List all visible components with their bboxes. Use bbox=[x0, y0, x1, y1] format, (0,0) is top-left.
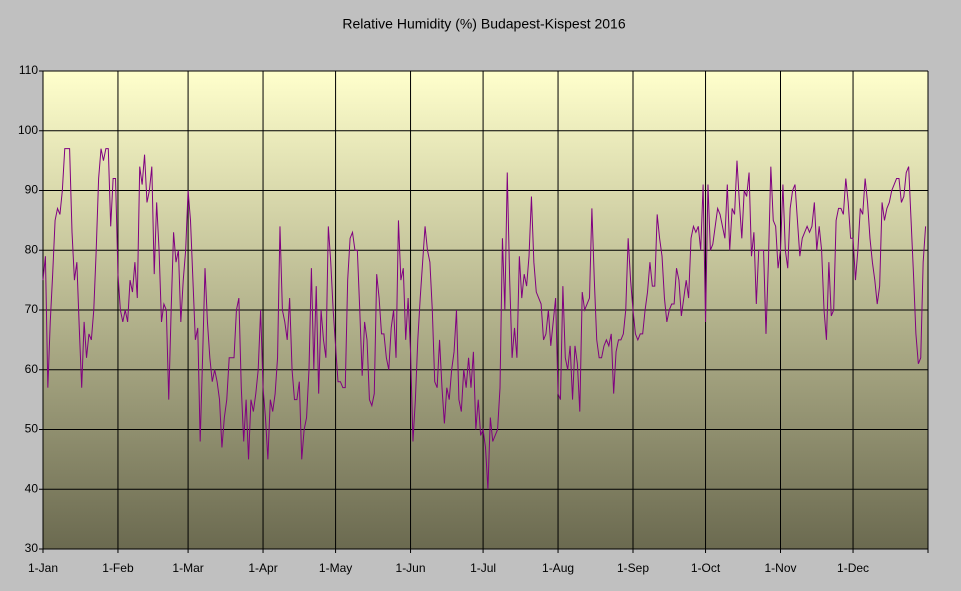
y-tick-label: 30 bbox=[25, 541, 39, 555]
x-tick-label: 1-May bbox=[319, 561, 352, 575]
y-tick-label: 110 bbox=[19, 63, 38, 77]
chart-title: Relative Humidity (%) Budapest-Kispest 2… bbox=[342, 16, 625, 32]
y-tick-label: 90 bbox=[25, 183, 39, 197]
y-tick-label: 70 bbox=[25, 302, 39, 316]
x-tick-label: 1-Apr bbox=[248, 561, 277, 575]
x-tick-label: 1-Jan bbox=[28, 561, 58, 575]
x-tick-label: 1-Nov bbox=[764, 561, 796, 575]
x-tick-label: 1-Mar bbox=[172, 561, 203, 575]
y-tick-label: 60 bbox=[25, 362, 39, 376]
x-tick-label: 1-Feb bbox=[102, 561, 134, 575]
x-tick-label: 1-Sep bbox=[617, 561, 649, 575]
data-line bbox=[42, 148, 927, 490]
x-tick-label: 1-Jul bbox=[470, 561, 496, 575]
y-tick-label: 50 bbox=[25, 422, 39, 436]
x-tick-label: 1-Aug bbox=[542, 561, 574, 575]
x-tick-label: 1-Dec bbox=[837, 561, 869, 575]
x-tick-label: 1-Jun bbox=[396, 561, 426, 575]
y-tick-label: 100 bbox=[18, 123, 38, 137]
y-tick-label: 40 bbox=[25, 481, 39, 495]
y-tick-label: 80 bbox=[25, 242, 39, 256]
x-tick-label: 1-Oct bbox=[691, 561, 721, 575]
